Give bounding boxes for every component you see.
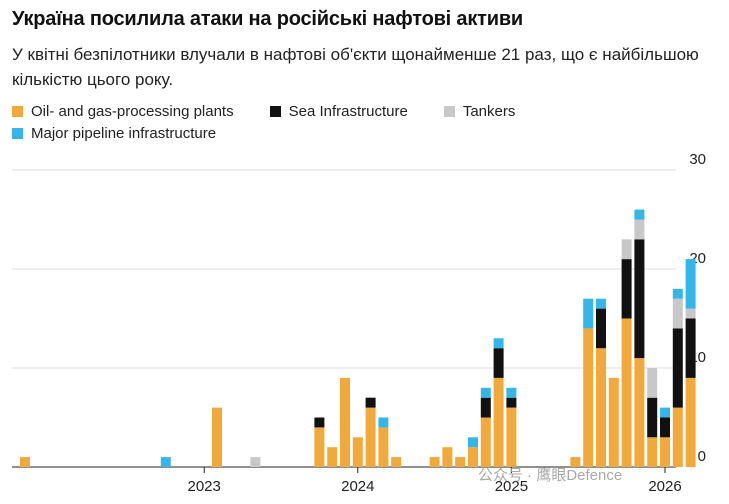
legend-swatch-oil-gas bbox=[12, 105, 23, 117]
bar-segment bbox=[442, 447, 453, 467]
bar-segment bbox=[327, 447, 338, 467]
bar-segment bbox=[621, 239, 632, 260]
bar-segment bbox=[455, 457, 466, 467]
bar-segment bbox=[583, 298, 594, 329]
bar-segment bbox=[250, 457, 261, 467]
bar-segment bbox=[340, 377, 350, 467]
bar-segment bbox=[365, 397, 376, 408]
bar-segment bbox=[672, 298, 683, 329]
bar-segment bbox=[634, 209, 645, 220]
bar-segment bbox=[608, 377, 619, 467]
bar-segment bbox=[596, 308, 606, 349]
bar-segment bbox=[493, 338, 504, 349]
legend-label-sea-infrastructure: Sea Infrastructure bbox=[288, 102, 408, 120]
legend-item-sea-infrastructure: Sea Infrastructure bbox=[269, 102, 408, 120]
bar-segment bbox=[391, 457, 402, 467]
legend-label-tankers: Tankers bbox=[462, 102, 516, 120]
y-tick-label: 30 bbox=[689, 151, 706, 168]
bar-segment bbox=[468, 437, 478, 448]
bar-segment bbox=[429, 457, 440, 467]
bar-segment bbox=[570, 457, 581, 467]
x-tick-label: 2023 bbox=[188, 478, 221, 495]
bar-segment bbox=[365, 407, 376, 467]
y-tick-label: 0 bbox=[698, 448, 706, 465]
bar-segment bbox=[583, 328, 594, 467]
bar-segment bbox=[506, 397, 517, 408]
bar-segment bbox=[647, 437, 658, 467]
bar-segment bbox=[212, 407, 222, 467]
bar-segment bbox=[647, 397, 658, 438]
chart-subtitle: У квітні безпілотники влучали в нафтові … bbox=[12, 45, 699, 89]
watermark: 公众号 · 鹰眼Defence bbox=[478, 467, 623, 484]
bar-segment bbox=[660, 417, 670, 438]
legend-item-oil-gas: Oil- and gas-processing plants bbox=[12, 103, 234, 120]
legend-item-pipeline: Major pipeline infrastructure bbox=[12, 125, 216, 142]
bar-segment bbox=[660, 407, 670, 418]
bar-segment bbox=[480, 417, 491, 467]
bar-segment bbox=[634, 239, 645, 359]
bar-segment bbox=[480, 387, 491, 398]
bar-segment bbox=[621, 259, 632, 319]
bar-segment bbox=[685, 318, 696, 378]
bar-segment bbox=[672, 288, 683, 299]
bar-segment bbox=[314, 427, 325, 467]
legend-label-oil-gas: Oil- and gas-processing plants bbox=[31, 102, 234, 120]
bar-segment bbox=[378, 417, 389, 428]
legend-swatch-tankers bbox=[443, 105, 455, 117]
x-tick-label: 2024 bbox=[341, 478, 374, 495]
bar-segment bbox=[506, 407, 517, 467]
bar-segment bbox=[160, 457, 171, 467]
bar-segment bbox=[596, 298, 606, 309]
bar-segment bbox=[647, 368, 658, 398]
bar-segment bbox=[378, 427, 389, 467]
bar-segment bbox=[352, 437, 363, 467]
legend-item-tankers: Tankers bbox=[443, 102, 516, 120]
bar-segment bbox=[596, 348, 606, 467]
bar-segment bbox=[621, 318, 632, 467]
legend-label-pipeline: Major pipeline infrastructure bbox=[31, 124, 217, 142]
bar-segment bbox=[685, 308, 696, 319]
bar-segment bbox=[685, 259, 696, 309]
x-tick-label: 2026 bbox=[648, 478, 681, 495]
bar-segment bbox=[672, 407, 683, 467]
chart-title: Україна посилила атаки на російські нафт… bbox=[12, 8, 524, 30]
legend-swatch-pipeline bbox=[12, 127, 23, 139]
bar-segment bbox=[634, 358, 645, 467]
bar-segment bbox=[685, 377, 696, 467]
bar-segment bbox=[493, 377, 504, 467]
bar-segment bbox=[20, 457, 30, 467]
bar-segment bbox=[314, 417, 325, 428]
legend-swatch-sea-infrastructure bbox=[269, 105, 281, 117]
chart-legend: Oil- and gas-processing plants Sea Infra… bbox=[12, 100, 712, 144]
bar-segment bbox=[468, 447, 478, 467]
bar-segment bbox=[493, 348, 504, 378]
x-tick-label: 2025 bbox=[495, 478, 528, 495]
bar-segment bbox=[660, 437, 670, 467]
bar-segment bbox=[506, 387, 517, 398]
bar-segment bbox=[634, 219, 645, 240]
bar-segment bbox=[480, 397, 491, 418]
bar-segment bbox=[672, 328, 683, 408]
